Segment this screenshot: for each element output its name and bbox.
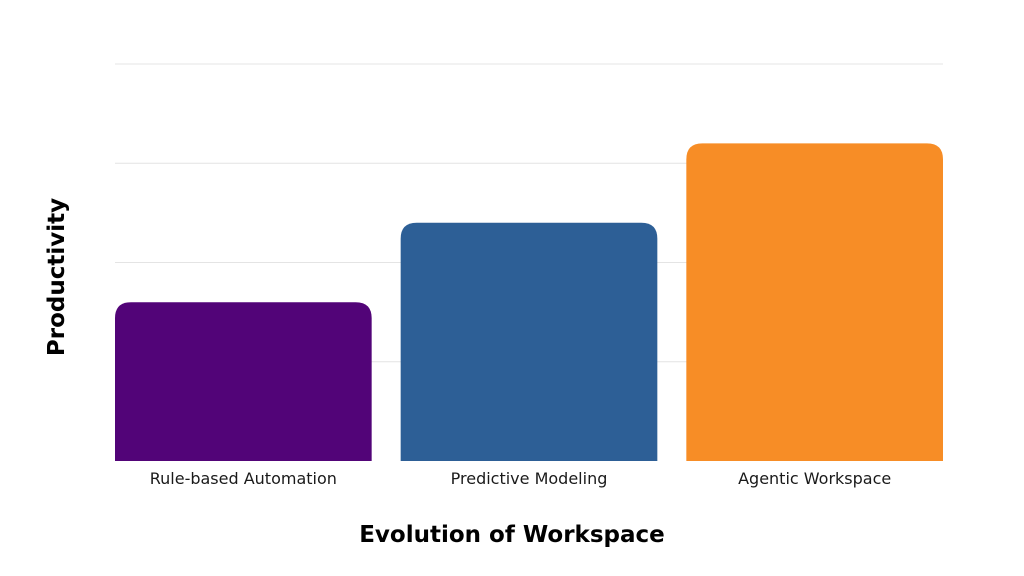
x-tick-labels: Rule-based Automation Predictive Modeling…: [150, 469, 891, 488]
y-axis-title: Productivity: [44, 198, 70, 356]
x-tick-label: Predictive Modeling: [451, 469, 608, 488]
x-axis-title: Evolution of Workspace: [359, 522, 665, 548]
x-tick-label: Rule-based Automation: [150, 469, 337, 488]
bar-rule-based-automation: [115, 302, 372, 461]
bars: [115, 143, 943, 461]
bar-agentic-workspace: [686, 143, 943, 461]
bar-predictive-modeling: [400, 222, 658, 461]
x-tick-label: Agentic Workspace: [738, 469, 891, 488]
